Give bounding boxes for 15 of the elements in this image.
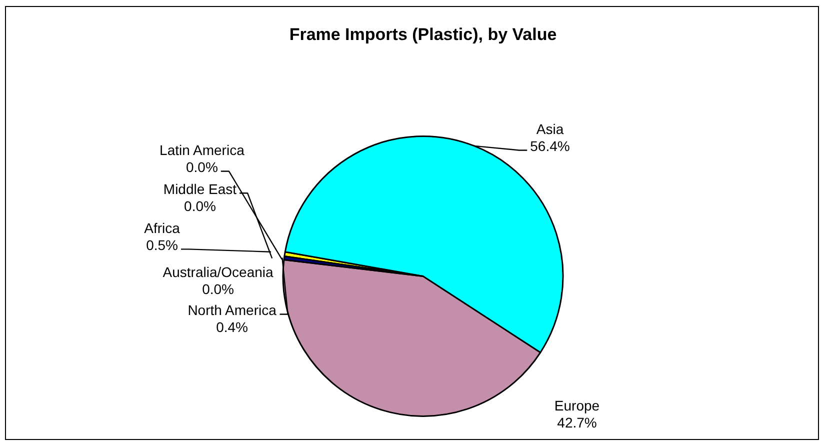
data-label: 42.7% (557, 414, 597, 431)
category-label: Australia/Oceania (162, 264, 274, 280)
slice-label: Europe (554, 398, 600, 414)
slice-label: North America (188, 302, 277, 318)
slice-label: Africa (144, 220, 180, 236)
category-label: Latin America (160, 142, 244, 158)
chart-title: Frame Imports (Plastic), by Value (289, 24, 557, 44)
data-label: 0.4% (216, 319, 248, 336)
category-label: Middle East (163, 181, 237, 197)
data-label: 56.4% (530, 138, 570, 154)
slice-label: Asia (536, 121, 564, 138)
text: 0.0% (184, 198, 216, 214)
data-label: 0.5% (146, 237, 178, 254)
text: 0.0% (186, 159, 218, 176)
text: 0.0% (202, 281, 234, 298)
